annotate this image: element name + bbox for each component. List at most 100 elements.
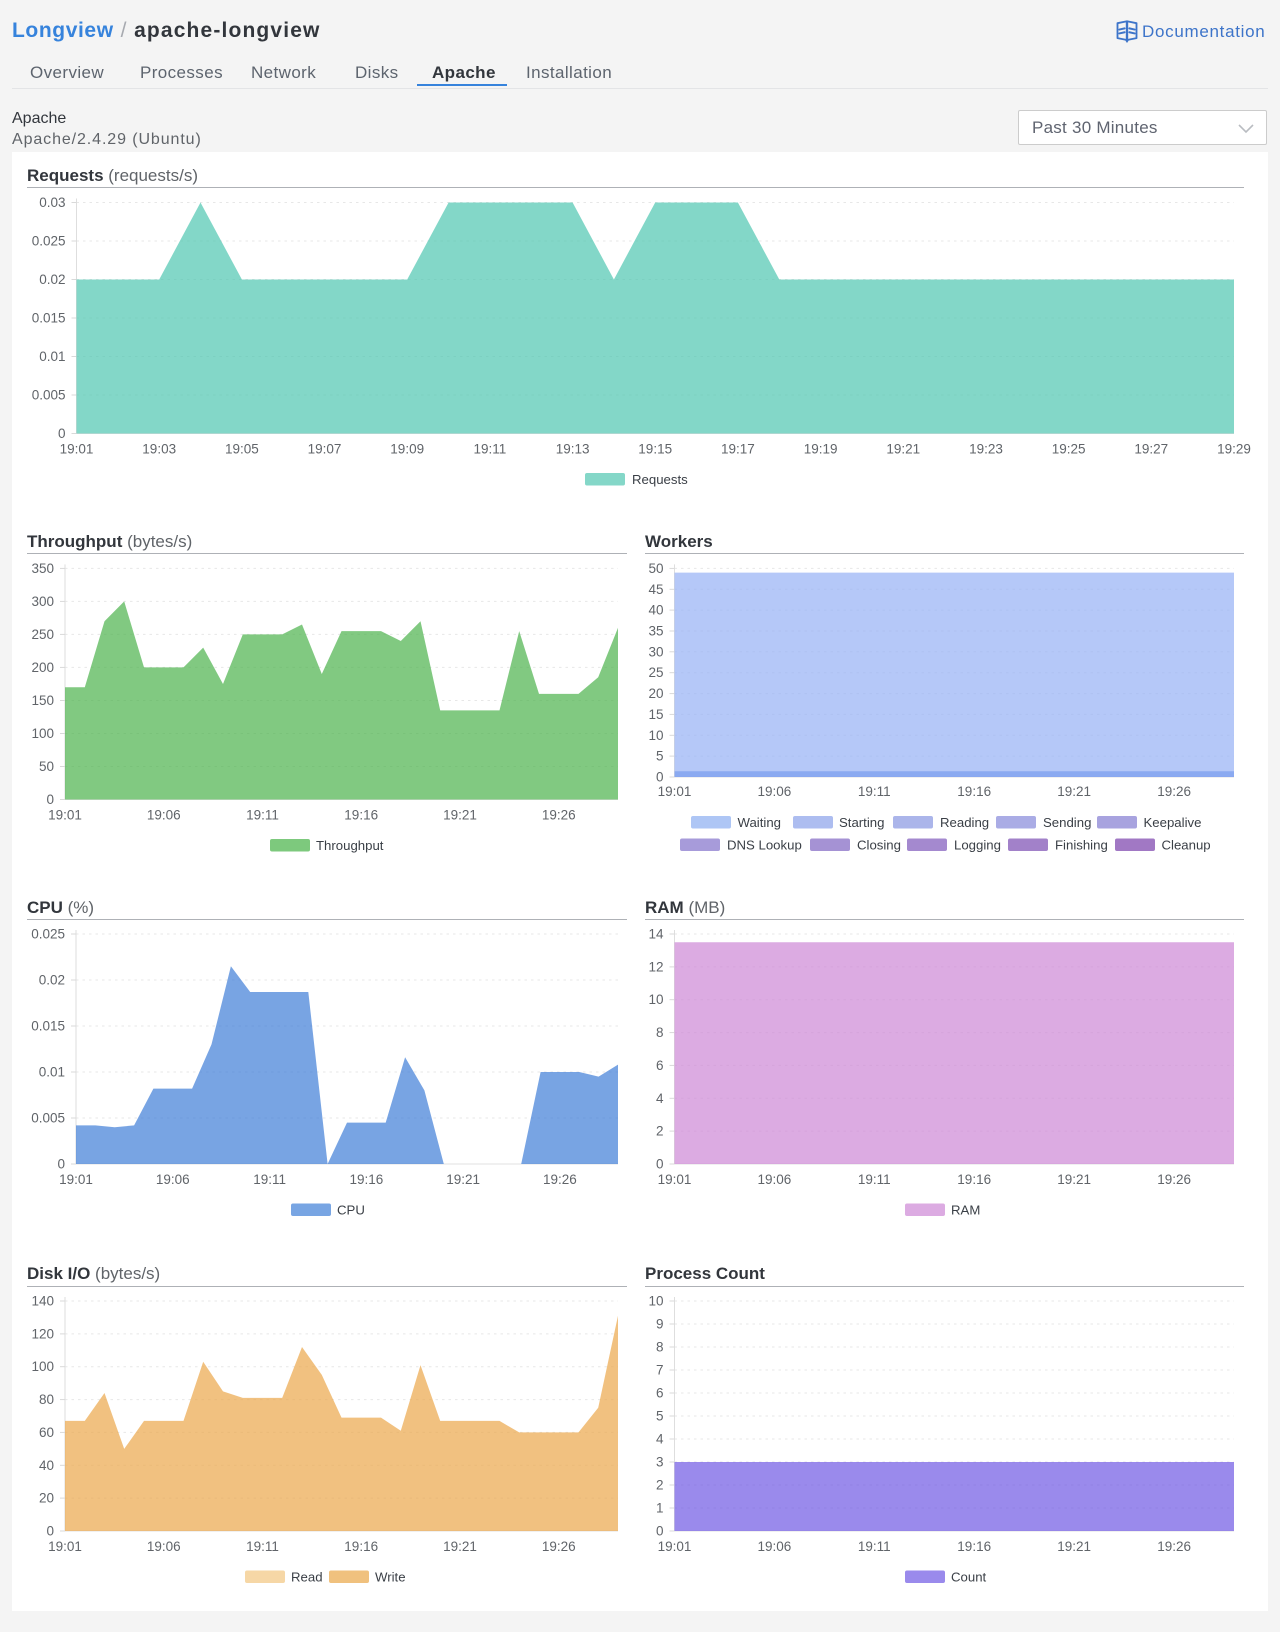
svg-text:0.02: 0.02 [39,272,65,287]
svg-text:350: 350 [31,561,54,576]
svg-text:30: 30 [648,644,663,659]
svg-text:19:06: 19:06 [758,1539,792,1554]
svg-text:300: 300 [31,594,54,609]
svg-text:DNS Lookup: DNS Lookup [727,838,802,853]
svg-text:19:06: 19:06 [758,1172,792,1187]
svg-text:Logging: Logging [954,838,1001,853]
svg-text:100: 100 [31,726,54,741]
svg-text:19:01: 19:01 [60,442,94,457]
svg-text:4: 4 [656,1432,664,1447]
svg-text:100: 100 [31,1359,54,1374]
svg-text:45: 45 [648,582,663,597]
svg-text:19:01: 19:01 [658,1172,692,1187]
svg-text:0: 0 [46,792,54,807]
svg-text:120: 120 [31,1326,54,1341]
svg-text:19:06: 19:06 [758,784,792,799]
svg-text:19:05: 19:05 [225,442,259,457]
svg-text:19:03: 19:03 [142,442,176,457]
svg-text:0.02: 0.02 [39,973,65,988]
svg-text:19:06: 19:06 [147,1539,181,1554]
svg-text:0: 0 [656,1157,664,1172]
svg-text:Closing: Closing [857,838,901,853]
svg-text:19:15: 19:15 [638,442,672,457]
svg-text:200: 200 [31,660,54,675]
svg-text:20: 20 [39,1491,54,1506]
svg-text:RAM: RAM [951,1203,980,1218]
svg-text:19:17: 19:17 [721,442,755,457]
svg-text:19:11: 19:11 [246,808,279,823]
svg-text:7: 7 [656,1363,664,1378]
svg-text:19:01: 19:01 [658,784,692,799]
svg-text:4: 4 [656,1091,664,1106]
svg-text:19:26: 19:26 [1157,1172,1191,1187]
svg-text:19:06: 19:06 [156,1172,190,1187]
svg-text:14: 14 [648,927,664,942]
svg-text:Reading: Reading [940,815,989,830]
svg-text:0: 0 [656,770,664,785]
svg-text:19:21: 19:21 [1057,784,1091,799]
svg-text:19:26: 19:26 [542,1539,576,1554]
svg-text:19:19: 19:19 [804,442,838,457]
svg-text:80: 80 [39,1392,54,1407]
svg-text:Count: Count [951,1570,987,1585]
svg-text:5: 5 [656,749,664,764]
svg-text:19:21: 19:21 [443,808,477,823]
svg-text:19:11: 19:11 [858,1539,891,1554]
svg-text:Waiting: Waiting [738,815,781,830]
svg-text:8: 8 [656,1025,664,1040]
svg-text:Write: Write [375,1570,406,1585]
svg-text:19:16: 19:16 [344,808,378,823]
svg-text:19:21: 19:21 [446,1172,480,1187]
svg-text:19:01: 19:01 [658,1539,692,1554]
svg-text:40: 40 [39,1458,54,1473]
svg-text:19:16: 19:16 [957,784,991,799]
svg-text:15: 15 [648,707,663,722]
svg-text:10: 10 [648,1294,663,1309]
svg-text:0.005: 0.005 [32,388,66,403]
svg-text:19:07: 19:07 [308,442,342,457]
svg-text:Requests: Requests [632,472,688,487]
svg-text:19:13: 19:13 [556,442,590,457]
svg-text:CPU: CPU [337,1203,365,1218]
svg-text:19:26: 19:26 [1157,784,1191,799]
svg-text:19:11: 19:11 [253,1172,286,1187]
svg-text:19:29: 19:29 [1217,442,1251,457]
svg-text:0.01: 0.01 [39,1065,65,1080]
svg-text:19:25: 19:25 [1052,442,1086,457]
svg-text:19:06: 19:06 [147,808,181,823]
svg-text:19:21: 19:21 [886,442,920,457]
svg-text:19:01: 19:01 [48,808,82,823]
svg-text:2: 2 [656,1478,664,1493]
svg-text:0.025: 0.025 [32,234,66,249]
svg-text:19:21: 19:21 [1057,1172,1091,1187]
svg-text:Throughput: Throughput [316,838,384,853]
svg-text:9: 9 [656,1317,664,1332]
svg-text:0.03: 0.03 [39,195,65,210]
svg-text:0.015: 0.015 [31,1019,65,1034]
svg-text:3: 3 [656,1455,664,1470]
svg-text:19:26: 19:26 [542,808,576,823]
svg-text:25: 25 [648,665,663,680]
svg-text:0.01: 0.01 [39,349,65,364]
svg-text:19:21: 19:21 [443,1539,477,1554]
svg-text:19:16: 19:16 [344,1539,378,1554]
svg-text:19:11: 19:11 [474,442,507,457]
svg-text:1: 1 [656,1501,664,1516]
svg-text:10: 10 [648,728,663,743]
svg-text:19:16: 19:16 [957,1172,991,1187]
svg-text:8: 8 [656,1340,664,1355]
svg-text:19:11: 19:11 [246,1539,279,1554]
svg-text:19:16: 19:16 [350,1172,384,1187]
svg-text:60: 60 [39,1425,54,1440]
svg-text:Cleanup: Cleanup [1162,838,1211,853]
svg-text:40: 40 [648,603,663,618]
svg-text:2: 2 [656,1124,664,1139]
svg-text:12: 12 [648,959,663,974]
svg-text:19:26: 19:26 [543,1172,577,1187]
svg-text:19:26: 19:26 [1157,1539,1191,1554]
svg-text:35: 35 [648,624,663,639]
svg-text:0: 0 [46,1524,54,1539]
svg-text:0: 0 [58,426,66,441]
svg-text:Read: Read [291,1570,323,1585]
svg-text:19:27: 19:27 [1134,442,1168,457]
